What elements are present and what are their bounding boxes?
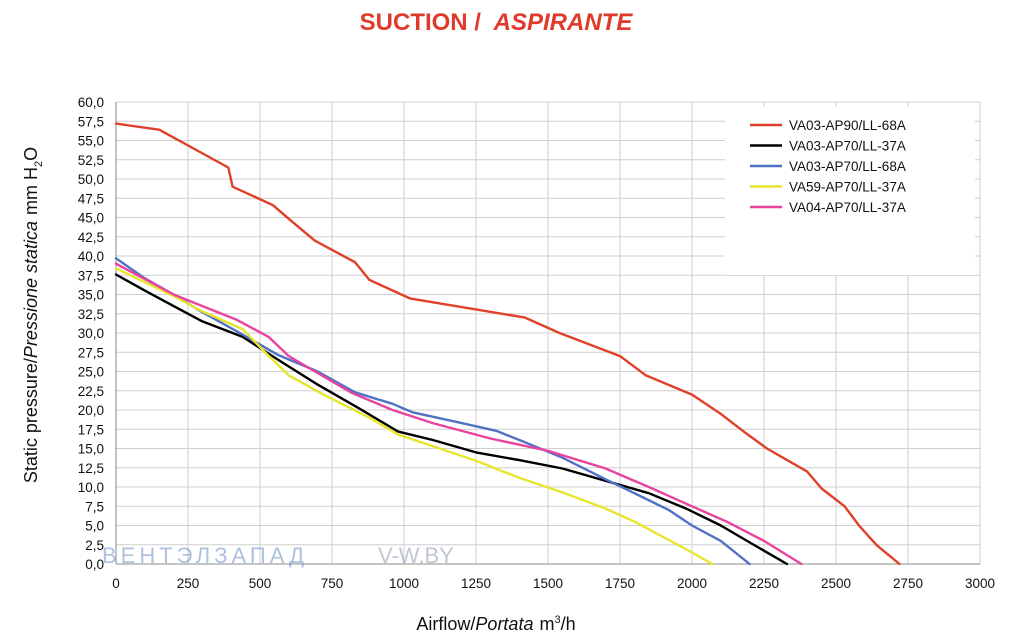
y-tick-label: 20,0 [78, 403, 104, 418]
axes [115, 102, 980, 565]
x-tick-label: 2500 [821, 576, 851, 591]
x-tick-label: 2000 [677, 576, 707, 591]
y-tick-label: 60,0 [78, 95, 104, 110]
x-axis-title-slash: / [470, 614, 475, 634]
y-axis-title-slash: / [21, 358, 41, 363]
y-tick-label: 52,5 [78, 153, 104, 168]
series-line-3 [114, 257, 751, 566]
y-tick-label: 40,0 [78, 249, 104, 264]
legend-items: VA03-AP90/LL-68A VA03-AP70/LL-37A VA03-AP7… [750, 118, 906, 215]
watermark-brand: ВЕНТЭЛЗАПАД [102, 543, 308, 568]
y-tick-label: 7,5 [85, 499, 104, 514]
series-line-4 [114, 267, 714, 566]
y-tick-label: 2,5 [85, 538, 104, 553]
y-tick-label: 50,0 [78, 172, 104, 187]
y-tick-label: 12,5 [78, 461, 104, 476]
y-tick-labels: 0,0 2,5 5,0 7,5 10,0 12,5 15,0 17,5 20,0 22,5 25,0… [78, 95, 104, 572]
x-tick-label: 500 [249, 576, 272, 591]
series-line-2 [114, 273, 789, 566]
y-tick-label: 45,0 [78, 211, 104, 226]
x-tick-label: 1000 [389, 576, 419, 591]
x-axis-unit-tail: /h [561, 614, 576, 634]
series-line-5 [114, 262, 803, 566]
x-tick-label: 750 [321, 576, 344, 591]
x-axis-unit-sup: 3 [554, 614, 560, 626]
legend-label: VA03-AP90/LL-68A [789, 118, 906, 133]
y-tick-label: 32,5 [78, 307, 104, 322]
legend-label: VA03-AP70/LL-68A [789, 159, 906, 174]
x-tick-label: 2750 [893, 576, 923, 591]
watermark: ВЕНТЭЛЗАПАД V-W.BY [102, 543, 454, 568]
watermark-site: V-W.BY [378, 543, 454, 568]
y-tick-label: 55,0 [78, 134, 104, 149]
x-axis-title-italic: Portata [475, 614, 533, 634]
x-tick-label: 1750 [605, 576, 635, 591]
y-tick-label: 10,0 [78, 480, 104, 495]
legend: VA03-AP90/LL-68A VA03-AP70/LL-37A VA03-AP7… [725, 107, 975, 275]
y-tick-label: 42,5 [78, 230, 104, 245]
chart-title-main: SUCTION / [360, 9, 482, 36]
x-axis-unit: m [539, 614, 554, 634]
y-tick-label: 25,0 [78, 365, 104, 380]
legend-label: VA04-AP70/LL-37A [789, 200, 906, 215]
y-tick-label: 5,0 [85, 519, 104, 534]
series-layer [114, 122, 901, 566]
x-tick-label: 3000 [965, 576, 995, 591]
series-line-1 [114, 122, 901, 566]
y-axis-unit-tail: O [21, 147, 41, 161]
x-tick-label: 1250 [461, 576, 491, 591]
y-tick-label: 30,0 [78, 326, 104, 341]
chart-title-italic: ASPIRANTE [493, 9, 634, 36]
y-tick-label: 35,0 [78, 288, 104, 303]
x-tick-label: 1500 [533, 576, 563, 591]
y-tick-label: 17,5 [78, 422, 104, 437]
y-axis-unit: mm H [21, 167, 41, 215]
y-tick-label: 22,5 [78, 384, 104, 399]
chart-title: SUCTION / ASPIRANTE [360, 9, 634, 36]
y-tick-label: 37,5 [78, 268, 104, 283]
legend-box [725, 107, 975, 275]
x-axis-title-regular: Airflow [416, 614, 471, 634]
y-tick-label: 0,0 [85, 557, 104, 572]
y-tick-label: 47,5 [78, 191, 104, 206]
y-tick-label: 27,5 [78, 345, 104, 360]
y-tick-label: 57,5 [78, 114, 104, 129]
x-tick-label: 0 [112, 576, 120, 591]
x-tick-labels: 0 250 500 750 1000 1250 1500 1750 2000 2250 2500 27… [112, 576, 995, 591]
x-axis-title: Airflow/Portata m3/h [416, 614, 575, 634]
y-axis-title-italic: Pressione statica [21, 221, 41, 358]
y-axis-title: Static pressure/Pressione statica mm H2O [21, 147, 45, 483]
y-axis-title-regular: Static pressure [21, 363, 41, 483]
x-tick-label: 250 [177, 576, 200, 591]
y-axis-unit-sub: 2 [33, 161, 45, 167]
x-tick-label: 2250 [749, 576, 779, 591]
y-tick-label: 15,0 [78, 442, 104, 457]
legend-label: VA59-AP70/LL-37A [789, 180, 906, 195]
legend-label: VA03-AP70/LL-37A [789, 139, 906, 154]
